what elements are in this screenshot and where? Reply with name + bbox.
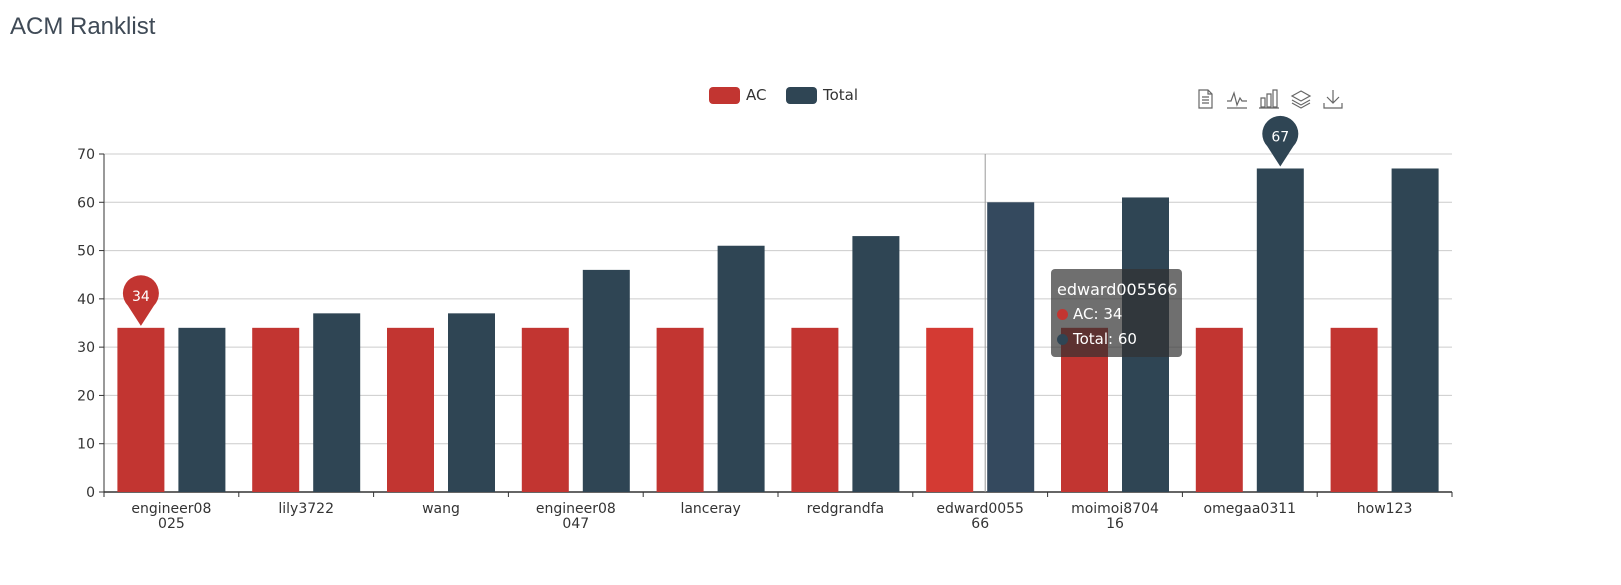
legend-swatch-total[interactable] xyxy=(786,87,817,104)
x-tick-label-line: engineer08 xyxy=(131,501,211,517)
bar-ac[interactable] xyxy=(926,327,974,492)
bar-ac[interactable] xyxy=(521,327,569,492)
bar-chart-icon[interactable] xyxy=(1258,88,1280,110)
bar-ac[interactable] xyxy=(1195,327,1243,492)
bars xyxy=(117,168,1439,493)
y-tick-label: 50 xyxy=(77,244,95,260)
x-tick-label: engineer08 025 xyxy=(131,501,211,532)
bar-total[interactable] xyxy=(313,313,361,492)
marker-pin-ac[interactable] xyxy=(122,275,159,326)
chart-tooltip: edward005566 AC: 34 Total: 60 xyxy=(1051,269,1182,357)
bar-total[interactable] xyxy=(1391,168,1439,492)
y-tick-label: 60 xyxy=(77,195,95,211)
x-tick-label: moimoi8704 16 xyxy=(1071,501,1159,532)
bar-total[interactable] xyxy=(582,269,630,492)
legend-swatch-ac[interactable] xyxy=(709,87,740,104)
marker-pin-total[interactable] xyxy=(1262,115,1299,167)
x-tick-label-line: moimoi8704 xyxy=(1071,501,1159,517)
tooltip-row-total: Total: 60 xyxy=(1057,327,1176,352)
x-tick-label: omegaa0311 xyxy=(1204,501,1297,517)
x-tick-label: how123 xyxy=(1357,501,1413,517)
line-chart-icon[interactable] xyxy=(1226,88,1248,110)
stack-icon[interactable] xyxy=(1290,88,1312,110)
tooltip-total-value: 60 xyxy=(1117,330,1137,348)
markers: 34 67 xyxy=(122,115,1299,326)
marker-label: 34 xyxy=(132,289,150,305)
bar-total[interactable] xyxy=(717,245,765,492)
bar-ac[interactable] xyxy=(1330,327,1378,492)
bar-ac[interactable] xyxy=(791,327,839,492)
x-tick-label-line: 16 xyxy=(1106,516,1124,532)
marker-label: 67 xyxy=(1271,129,1289,145)
legend[interactable]: AC Total xyxy=(709,86,858,104)
toolbox xyxy=(1194,88,1344,112)
bar-total[interactable] xyxy=(852,236,900,492)
tooltip-ac-label: AC xyxy=(1073,305,1094,323)
x-tick-label: redgrandfa xyxy=(807,501,884,517)
x-tick-label: engineer08 047 xyxy=(536,501,616,532)
y-tick-label: 20 xyxy=(77,388,95,404)
bar-ac[interactable] xyxy=(252,327,300,492)
x-tick-label: wang xyxy=(422,501,460,517)
bar-total[interactable] xyxy=(987,202,1035,493)
download-icon[interactable] xyxy=(1322,88,1344,110)
x-tick-label: lanceray xyxy=(680,501,740,517)
y-tick-label: 70 xyxy=(77,147,95,163)
tooltip-row-ac: AC: 34 xyxy=(1057,302,1176,327)
y-tick-label: 30 xyxy=(77,340,95,356)
bar-ac[interactable] xyxy=(387,327,434,492)
x-tick-label-line: 025 xyxy=(158,516,185,532)
x-tick-label-line: engineer08 xyxy=(536,501,616,517)
tooltip-total-label: Total xyxy=(1073,330,1109,348)
y-tick-label: 40 xyxy=(77,292,95,308)
bar-total[interactable] xyxy=(1256,168,1304,492)
legend-label-ac[interactable]: AC xyxy=(746,86,766,104)
bar-total[interactable] xyxy=(448,313,495,492)
y-tick-label: 10 xyxy=(77,437,95,453)
data-view-icon[interactable] xyxy=(1194,88,1216,110)
total-dot-icon xyxy=(1057,334,1068,345)
legend-label-total[interactable]: Total xyxy=(822,86,858,104)
page-title: ACM Ranklist xyxy=(10,13,156,40)
x-tick-label-line: edward0055 xyxy=(936,501,1024,517)
x-tick-label: lily3722 xyxy=(278,501,334,517)
bar-ac[interactable] xyxy=(117,327,165,492)
bar-total[interactable] xyxy=(178,327,226,492)
tooltip-ac-value: 34 xyxy=(1103,305,1123,323)
bar-ac[interactable] xyxy=(656,327,704,492)
y-tick-label: 0 xyxy=(86,485,95,501)
tooltip-title: edward005566 xyxy=(1057,280,1178,299)
ac-dot-icon xyxy=(1057,309,1068,320)
x-tick-label-line: 047 xyxy=(562,516,589,532)
x-tick-label: edward0055 66 xyxy=(936,501,1024,532)
grid-lines xyxy=(104,153,1452,445)
x-tick-label-line: 66 xyxy=(971,516,989,532)
